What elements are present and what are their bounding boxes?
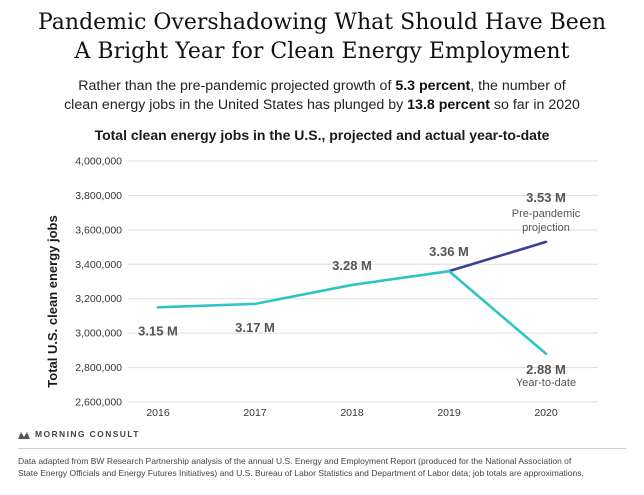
subhead-text: clean energy jobs in the United States h…: [64, 97, 408, 113]
y-tick-label: 4,000,000: [75, 156, 122, 168]
x-tick-label: 2016: [146, 407, 170, 419]
x-tick-label: 2020: [534, 407, 558, 419]
subheadline-line-1: Rather than the pre-pandemic projected g…: [0, 77, 644, 96]
subhead-plunge-figure: 13.8 percent: [407, 97, 490, 113]
subheadline: Rather than the pre-pandemic projected g…: [0, 77, 644, 115]
brand-name: MORNING CONSULT: [35, 429, 140, 439]
actual-data-label: 3.28 M: [332, 258, 372, 273]
subhead-text: so far in 2020: [489, 97, 580, 113]
actual-end-note: Year-to-date: [516, 377, 576, 389]
projection-data-label: 3.53 M: [526, 190, 566, 205]
actual-data-label: 3.17 M: [235, 320, 275, 335]
footer-divider: [18, 448, 626, 449]
subheadline-line-2: clean energy jobs in the United States h…: [0, 96, 644, 115]
headline-line-1: Pandemic Overshadowing What Should Have …: [37, 10, 607, 35]
projection-series-line: [447, 240, 548, 273]
y-tick-label: 3,400,000: [75, 259, 122, 271]
source-note: Data adapted from BW Research Partnershi…: [18, 455, 630, 479]
morning-consult-logo-icon: [18, 431, 30, 439]
chart-title: Total clean energy jobs in the U.S., pro…: [94, 127, 550, 143]
x-tick-label: 2017: [243, 407, 267, 419]
x-tick-label: 2018: [340, 407, 364, 419]
y-tick-label: 3,800,000: [75, 190, 122, 202]
line-chart: 2,600,000 2,800,000 3,000,000 3,200,000 3,40…: [45, 156, 598, 419]
y-tick-label: 3,600,000: [75, 224, 122, 236]
subhead-growth-figure: 5.3 percent: [395, 78, 471, 94]
source-line-1: Data adapted from BW Research Partnershi…: [18, 456, 572, 466]
headline: Pandemic Overshadowing What Should Have …: [0, 8, 644, 66]
subhead-text: , the number of: [470, 78, 566, 94]
y-tick-label: 2,600,000: [75, 397, 122, 409]
brand-logo: MORNING CONSULT: [18, 429, 140, 439]
y-tick-label: 2,800,000: [75, 362, 122, 374]
y-axis-title: Total U.S. clean energy jobs: [45, 215, 60, 387]
actual-series-line: [156, 269, 548, 356]
x-tick-label: 2019: [437, 407, 461, 419]
projection-end-note: Pre-pandemic projection: [512, 208, 581, 234]
actual-data-label: 3.36 M: [429, 244, 469, 259]
actual-data-label: 3.15 M: [138, 323, 178, 338]
y-tick-label: 3,200,000: [75, 293, 122, 305]
y-tick-label: 3,000,000: [75, 328, 122, 340]
subhead-text: Rather than the pre-pandemic projected g…: [78, 78, 396, 94]
headline-line-2: A Bright Year for Clean Energy Employmen…: [74, 39, 570, 64]
actual-data-label: 2.88 M: [526, 362, 566, 377]
source-line-2: State Energy Officials and Energy Future…: [18, 468, 584, 478]
